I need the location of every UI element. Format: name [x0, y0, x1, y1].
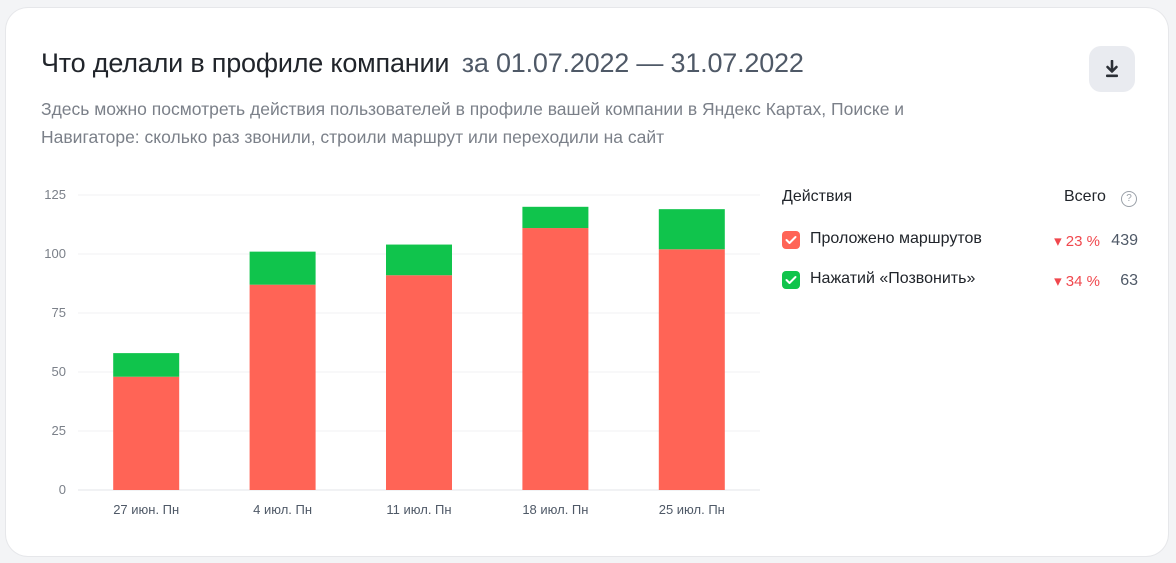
legend-item-total: 63	[1120, 272, 1138, 289]
checkmark-icon	[785, 276, 797, 284]
x-tick-label: 11 июл. Пн	[386, 502, 451, 517]
legend-item-calls[interactable]: Нажатий «Позвонить» ▾ 34 % 63	[782, 270, 1138, 294]
y-tick-label: 100	[44, 246, 66, 261]
x-tick-label: 18 июл. Пн	[522, 502, 588, 517]
legend-item-routes[interactable]: Проложено маршрутов ▾ 23 % 439	[782, 230, 1138, 254]
trend-delta: ▾ 34 %	[1054, 273, 1100, 290]
bar-segment	[249, 284, 316, 490]
download-icon	[1106, 60, 1118, 78]
legend-title: Действия	[782, 188, 853, 205]
bar-segment	[522, 206, 589, 229]
bar-segment	[522, 228, 589, 491]
x-tick-label: 27 июн. Пн	[113, 502, 179, 517]
x-tick-label: 4 июл. Пн	[253, 502, 312, 517]
legend-item-total: 439	[1111, 232, 1138, 249]
download-button[interactable]	[1089, 46, 1135, 92]
bar-segment	[113, 376, 180, 490]
bar-segment	[386, 275, 452, 490]
y-tick-label: 125	[44, 187, 66, 202]
description: Здесь можно посмотреть действия пользова…	[41, 99, 905, 147]
legend-item-label: Проложено маршрутов	[810, 230, 982, 247]
bar-segment	[658, 209, 725, 250]
bar-segment	[113, 353, 180, 377]
header: Что делали в профиле компании за 01.07.2…	[41, 48, 804, 79]
checkbox-routes[interactable]	[782, 231, 800, 249]
y-tick-label: 0	[59, 482, 66, 497]
checkbox-calls[interactable]	[782, 271, 800, 289]
legend-total-label: Всего	[1064, 188, 1106, 205]
legend-item-label: Нажатий «Позвонить»	[810, 270, 976, 287]
checkmark-icon	[785, 236, 797, 244]
y-tick-label: 50	[52, 364, 66, 379]
period-label: за 01.07.2022 — 31.07.2022	[461, 48, 804, 78]
page-title: Что делали в профиле компании	[41, 48, 450, 78]
x-tick-label: 25 июл. Пн	[659, 502, 725, 517]
y-tick-label: 75	[52, 305, 66, 320]
y-tick-label: 25	[52, 423, 66, 438]
question-circle-icon[interactable]: ?	[1121, 191, 1137, 207]
bar-segment	[249, 251, 316, 285]
trend-delta: ▾ 23 %	[1054, 233, 1100, 250]
bar-segment	[658, 249, 725, 490]
bar-segment	[386, 244, 452, 276]
